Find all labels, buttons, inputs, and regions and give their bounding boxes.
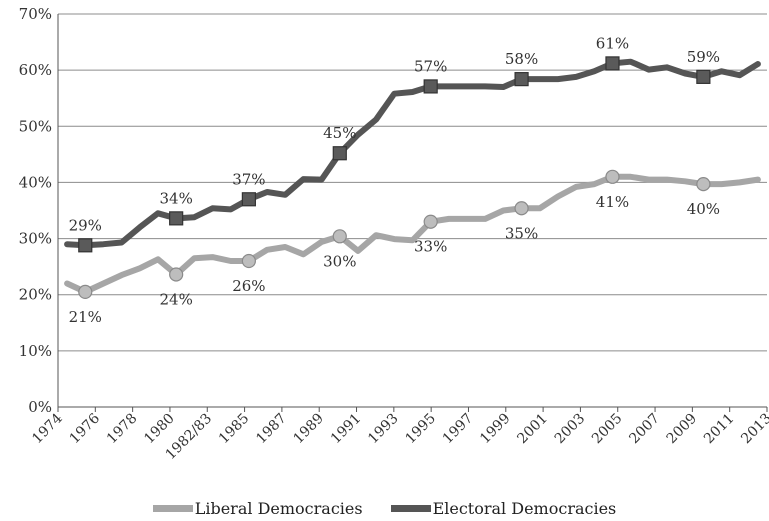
legend-swatch-liberal [152, 504, 193, 512]
x-tick-label: 1993 [365, 411, 402, 448]
electoral-marker [241, 192, 256, 207]
legend-item-liberal: Liberal Democracies [152, 498, 363, 518]
x-tick-label: 1978 [104, 411, 141, 448]
x-tick-label: 1999 [477, 411, 514, 448]
y-tick-label: 0% [28, 398, 52, 416]
legend-label-electoral: Electoral Democracies [432, 498, 617, 518]
y-tick-label: 70% [19, 5, 52, 23]
data-labels: 21% 24% 26% 30% 33% 35% 41% 40% 29% 34% 37% 45% 57% 5… [69, 34, 720, 326]
electoral-data-label: 59% [687, 48, 720, 66]
y-axis-ticks: 0% 10% 20% 30% 40% 50% 60% 70% [19, 5, 52, 416]
liberal-marker [169, 267, 184, 282]
liberal-marker [78, 284, 93, 300]
liberal-marker [241, 253, 256, 269]
liberal-data-label: 41% [596, 193, 629, 211]
y-tick-label: 20% [19, 286, 52, 304]
liberal-marker [332, 229, 347, 244]
electoral-data-label: 29% [69, 216, 102, 234]
electoral-marker [605, 56, 620, 71]
axes [57, 14, 768, 412]
x-tick-label: 2003 [552, 411, 589, 448]
x-tick-label: 2005 [589, 411, 626, 448]
electoral-marker [78, 238, 93, 253]
series-lines [64, 58, 761, 295]
electoral-data-label: 57% [414, 57, 447, 75]
x-tick-label: 1989 [291, 411, 328, 448]
liberal-marker [605, 169, 620, 184]
x-tick-label: 2001 [514, 411, 551, 448]
electoral-data-label: 34% [159, 189, 192, 207]
series-markers [78, 56, 711, 300]
legend: Liberal Democracies Electoral Democracie… [0, 495, 769, 521]
liberal-data-label: 33% [414, 238, 447, 256]
y-tick-label: 50% [19, 117, 52, 135]
electoral-data-label: 37% [232, 170, 265, 188]
electoral-data-label: 45% [323, 124, 356, 142]
x-tick-label: 1991 [328, 411, 365, 448]
legend-item-electoral: Electoral Democracies [390, 498, 617, 518]
liberal-data-label: 40% [687, 200, 720, 218]
electoral-marker [423, 79, 438, 94]
electoral-marker [332, 146, 347, 161]
electoral-data-label: 61% [596, 34, 629, 52]
y-tick-label: 40% [19, 173, 52, 191]
liberal-data-label: 35% [505, 224, 538, 242]
liberal-marker [423, 214, 438, 229]
x-tick-label: 2013 [738, 411, 769, 448]
x-tick-label: 1985 [216, 411, 253, 448]
x-tick-label: 1997 [440, 411, 477, 448]
electoral-marker [514, 72, 529, 87]
liberal-democracies-line [64, 173, 761, 295]
liberal-data-label: 30% [323, 252, 356, 270]
liberal-data-label: 21% [69, 308, 102, 326]
electoral-marker [169, 211, 184, 226]
x-tick-label: 2011 [701, 411, 738, 448]
liberal-marker [514, 201, 529, 216]
x-tick-label: 2007 [626, 411, 663, 448]
x-tick-label: 1976 [67, 410, 104, 447]
line-chart: 0% 10% 20% 30% 40% 50% 60% 70% 1974 1976 1978 1980… [19, 5, 769, 463]
liberal-data-label: 26% [232, 277, 265, 295]
x-tick-label: 2009 [664, 411, 701, 448]
legend-swatch-electoral [390, 504, 431, 512]
y-tick-label: 30% [19, 230, 52, 248]
x-tick-label: 1987 [253, 411, 290, 448]
x-tick-label: 1995 [402, 411, 439, 448]
electoral-data-label: 58% [505, 50, 538, 68]
liberal-data-label: 24% [159, 291, 192, 309]
liberal-marker [696, 177, 711, 192]
y-tick-label: 60% [19, 61, 52, 79]
electoral-marker [696, 69, 711, 84]
y-tick-label: 10% [19, 342, 52, 360]
legend-label-liberal: Liberal Democracies [194, 498, 363, 518]
